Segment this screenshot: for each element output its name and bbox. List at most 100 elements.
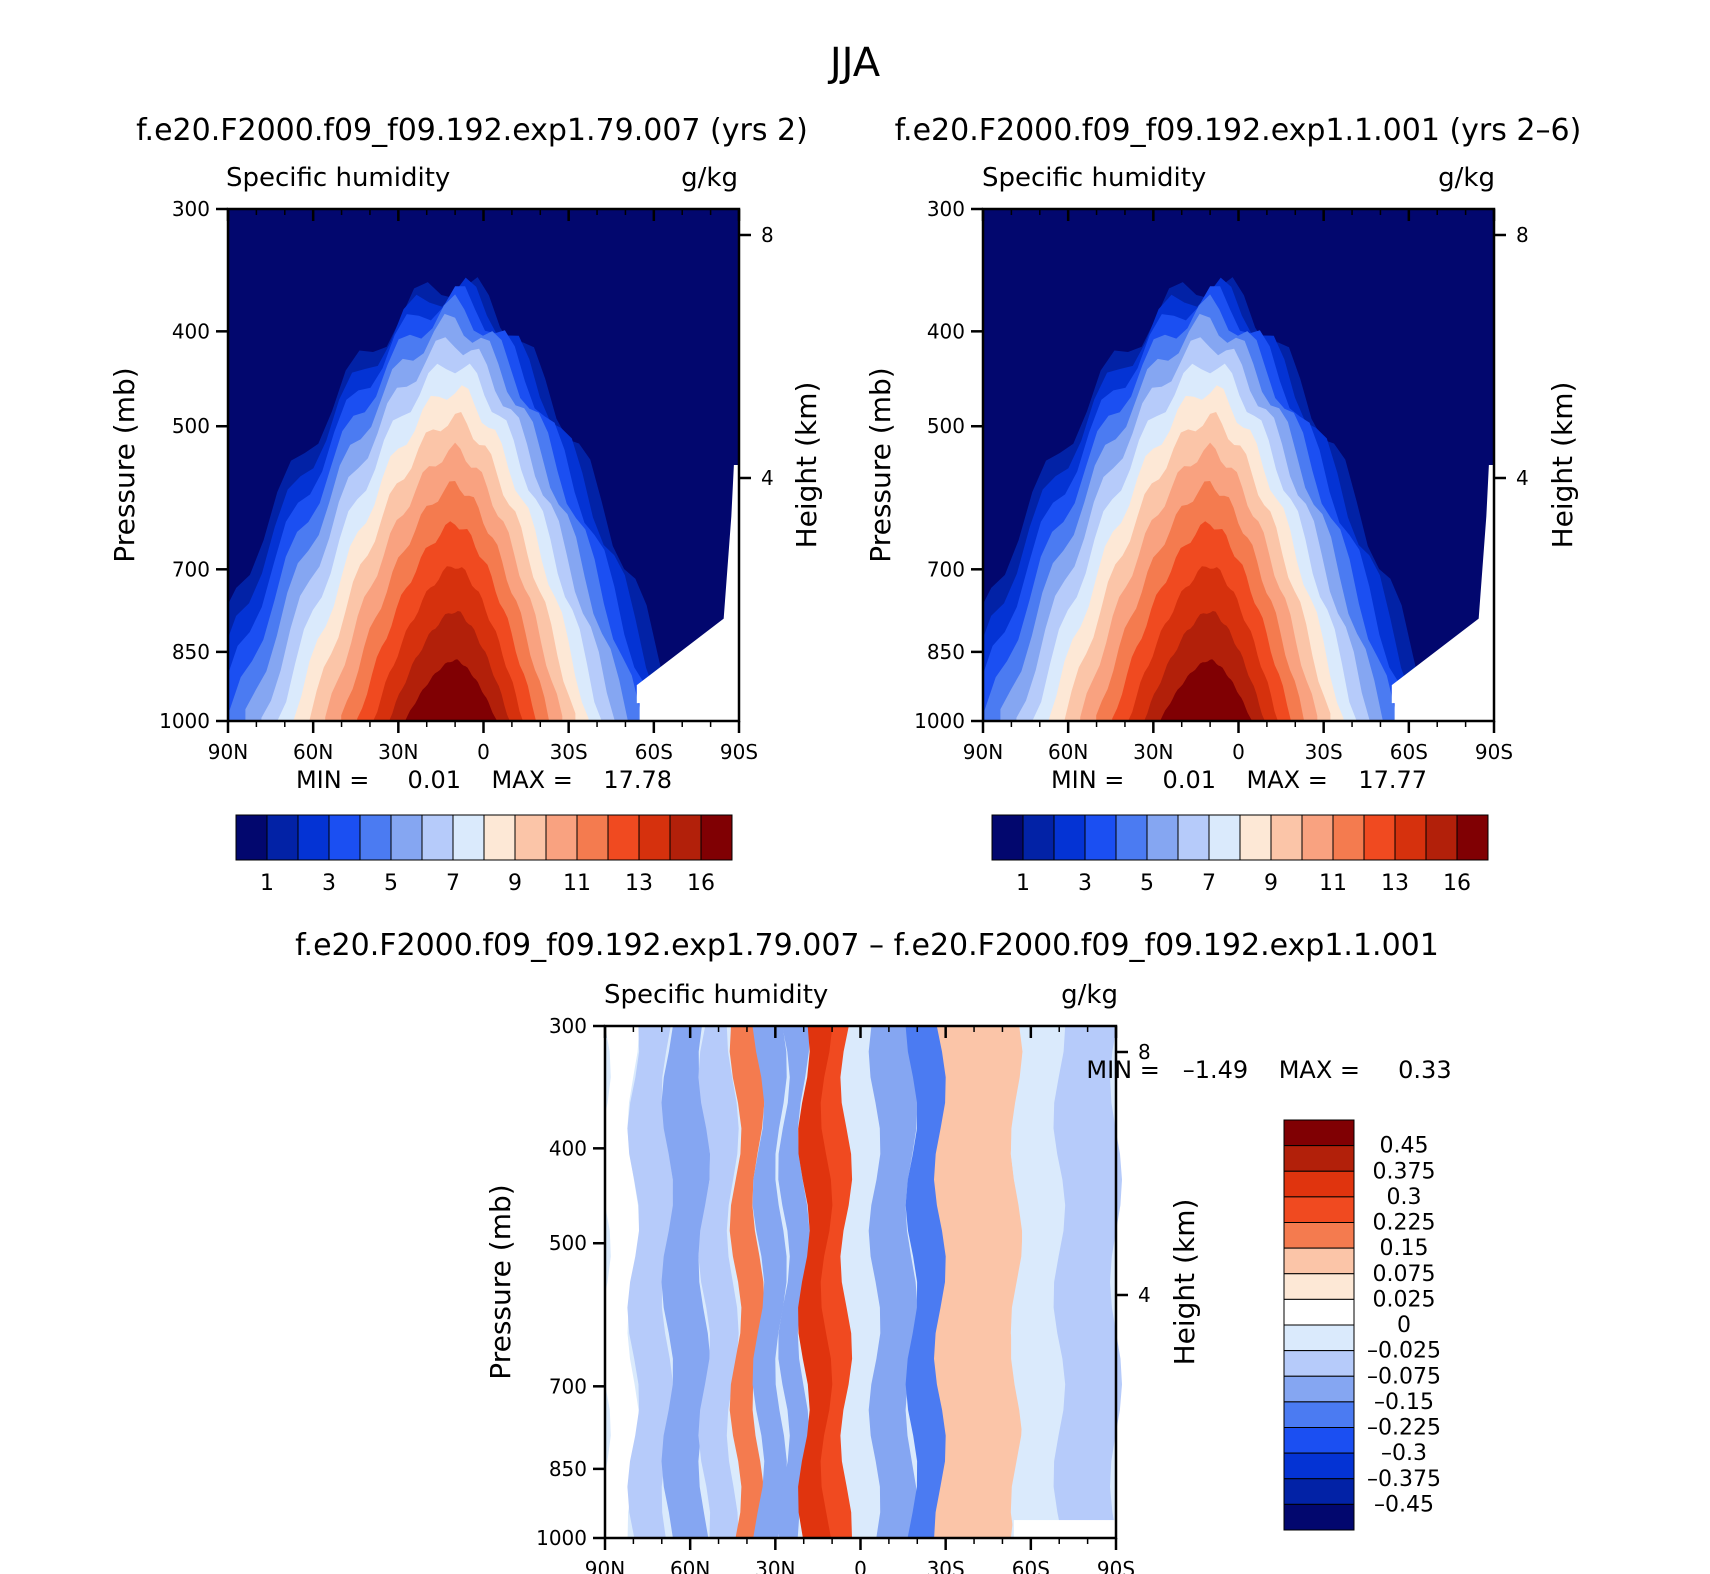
colorbar: 1 3 5 7 9 11 13 16	[991, 814, 1489, 896]
x-tick-label: 90S	[1097, 1557, 1135, 1574]
colorbar-swatch	[359, 814, 392, 861]
colorbar-label: –0.45	[1374, 1492, 1434, 1517]
y-tick-label: 1000	[914, 709, 965, 733]
colorbar-label: –0.025	[1367, 1339, 1441, 1364]
right-y-tick-label: 4	[1138, 1283, 1151, 1307]
right-y-axis-label: Height (km)	[1168, 1199, 1201, 1366]
colorbar-swatch	[1283, 1503, 1355, 1531]
colorbar-label: 13	[1381, 871, 1409, 896]
colorbar-swatch	[1283, 1375, 1355, 1403]
colorbar-swatch	[1283, 1427, 1355, 1454]
colorbar-label: 16	[687, 871, 715, 896]
panel-control: f.e20.F2000.f09_f09.192.exp1.1.001 (yrs …	[864, 113, 1581, 896]
colorbar-label: 3	[1078, 871, 1092, 896]
colorbar-swatch	[1332, 814, 1365, 861]
colorbar-swatch	[421, 814, 454, 861]
colorbar-label: –0.375	[1367, 1467, 1441, 1492]
colorbar-swatch	[1425, 814, 1458, 861]
variable-label: Specific humidity	[226, 163, 450, 193]
colorbar-swatch	[1283, 1401, 1355, 1428]
y-axis-label: Pressure (mb)	[484, 1184, 517, 1379]
colorbar-swatch	[545, 814, 578, 861]
x-tick-label: 90N	[208, 740, 248, 764]
colorbar-swatch	[1283, 1298, 1355, 1326]
contour-band	[627, 1026, 674, 1538]
x-tick-label: 60N	[670, 1557, 710, 1574]
colorbar-swatch	[1283, 1478, 1355, 1505]
colorbar-swatch	[514, 814, 547, 861]
colorbar-swatch	[1283, 1145, 1355, 1172]
units-label: g/kg	[681, 163, 738, 193]
y-tick-label: 700	[172, 557, 210, 581]
min-max-stats: MIN = 0.01 MAX = 17.77	[1051, 766, 1427, 794]
colorbar-label: 9	[508, 871, 522, 896]
colorbar-label: 0	[1397, 1313, 1411, 1338]
y-axis-label: Pressure (mb)	[108, 367, 141, 562]
colorbar-swatch	[607, 814, 640, 861]
colorbar-label: 0.075	[1373, 1262, 1436, 1287]
y-tick-label: 400	[172, 319, 210, 343]
colorbar-swatch	[1283, 1222, 1355, 1249]
colorbar-label: 13	[625, 871, 653, 896]
colorbar-swatch	[576, 814, 609, 861]
colorbar-swatch	[1283, 1452, 1355, 1480]
colorbar-swatch	[700, 814, 733, 861]
x-tick-label: 30S	[927, 1557, 965, 1574]
units-label: g/kg	[1438, 163, 1495, 193]
x-tick-label: 0	[854, 1557, 867, 1574]
colorbar-swatch	[1283, 1170, 1355, 1198]
colorbar-swatch	[1022, 814, 1055, 861]
right-y-axis-label: Height (km)	[790, 382, 823, 549]
contour-field	[983, 209, 1494, 721]
colorbar-label: 0.15	[1380, 1236, 1429, 1261]
colorbar-label: 9	[1264, 871, 1278, 896]
colorbar-swatch	[1146, 814, 1179, 861]
x-axis: 90N 60N 30N 0 30S 60S 90S	[963, 209, 1513, 764]
colorbar-swatch	[1283, 1273, 1355, 1300]
colorbar-swatch	[669, 814, 702, 861]
contour-band	[1053, 1026, 1122, 1538]
x-tick-label: 30S	[550, 740, 588, 764]
colorbar-swatch	[1283, 1324, 1355, 1352]
colorbar-swatch	[1115, 814, 1148, 861]
colorbar-swatch	[1283, 1196, 1355, 1223]
colorbar-label: 11	[1319, 871, 1347, 896]
panel-title: f.e20.F2000.f09_f09.192.exp1.79.007 (yrs…	[136, 113, 808, 148]
variable-label: Specific humidity	[604, 980, 828, 1010]
colorbar-label: 0.375	[1373, 1159, 1436, 1184]
y-tick-label: 300	[172, 197, 210, 221]
right-y-tick-label: 8	[761, 223, 774, 247]
colorbar-swatch	[235, 814, 268, 861]
x-tick-label: 0	[1232, 740, 1245, 764]
colorbar-label: 5	[1140, 871, 1154, 896]
x-axis: 90N 60N 30N 0 30S 60S 90S	[585, 1026, 1135, 1574]
contour-band	[840, 1026, 873, 1538]
y-tick-label: 1000	[159, 709, 210, 733]
contour-band	[1010, 1026, 1066, 1538]
colorbar-swatch	[1301, 814, 1334, 861]
x-tick-label: 60S	[1012, 1557, 1050, 1574]
x-tick-label: 30N	[1133, 740, 1173, 764]
colorbar-swatch	[991, 814, 1024, 861]
min-max-stats: MIN = 0.01 MAX = 17.78	[296, 766, 672, 794]
y-axis-label: Pressure (mb)	[864, 367, 897, 562]
y-axis: 300 400 500 700 850 1000	[159, 197, 228, 733]
colorbar-label: 0.025	[1373, 1287, 1436, 1312]
missing-data-mask	[636, 465, 739, 721]
x-tick-label: 90N	[585, 1557, 625, 1574]
y-tick-label: 500	[927, 414, 965, 438]
y-tick-label: 300	[549, 1014, 587, 1038]
y-tick-label: 300	[927, 197, 965, 221]
panel-title: f.e20.F2000.f09_f09.192.exp1.79.007 – f.…	[295, 928, 1439, 963]
y-tick-label: 1000	[536, 1526, 587, 1550]
colorbar-swatch	[1270, 814, 1303, 861]
colorbar-swatch	[1208, 814, 1241, 861]
contour-band	[661, 1026, 711, 1538]
colorbar-swatch	[1283, 1350, 1355, 1377]
y-tick-label: 850	[549, 1457, 587, 1481]
x-tick-label: 90S	[1475, 740, 1513, 764]
colorbar: 0.450.3750.30.2250.150.0750.0250–0.025–0…	[1283, 1119, 1441, 1531]
x-tick-label: 90S	[720, 740, 758, 764]
panel-test: f.e20.F2000.f09_f09.192.exp1.79.007 (yrs…	[108, 113, 823, 896]
